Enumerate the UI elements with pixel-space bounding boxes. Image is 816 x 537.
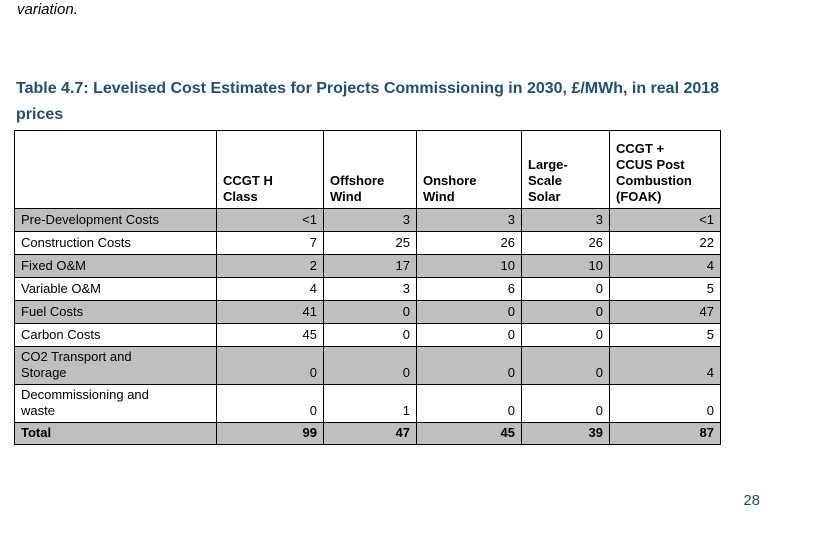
value-cell: 0: [609, 384, 721, 423]
row-label: Fuel Costs: [14, 300, 217, 324]
value-cell: 10: [521, 254, 610, 278]
table-row-fuel: Fuel Costs 41 0 0 0 47: [14, 300, 721, 324]
row-label: Construction Costs: [14, 231, 217, 255]
value-cell: 22: [609, 231, 721, 255]
value-cell: 3: [323, 208, 417, 232]
table-row-co2-transport-storage: CO2 Transport and Storage 0 0 0 0 4: [14, 346, 721, 385]
value-cell: 0: [521, 346, 610, 385]
header-ccgt-ccus: CCGT + CCUS Post Combustion (FOAK): [609, 130, 721, 209]
table-row-pre-development: Pre-Development Costs <1 3 3 3 <1: [14, 208, 721, 232]
body-text-fragment: variation.: [17, 1, 78, 18]
value-cell: 5: [609, 277, 721, 301]
header-ccgt-h-class: CCGT H Class: [216, 130, 324, 209]
row-label: CO2 Transport and Storage: [14, 346, 217, 385]
value-cell: 26: [521, 231, 610, 255]
value-cell: 45: [216, 323, 324, 347]
value-cell: 7: [216, 231, 324, 255]
value-cell: 26: [416, 231, 522, 255]
value-cell: 6: [416, 277, 522, 301]
header-empty-cell: [14, 130, 217, 209]
header-large-scale-solar: Large-Scale Solar: [521, 130, 610, 209]
value-cell: 4: [609, 346, 721, 385]
value-cell: 0: [416, 384, 522, 423]
table-header-row: CCGT H Class Offshore Wind Onshore Wind …: [14, 130, 721, 209]
page-number: 28: [743, 492, 760, 509]
value-cell: 0: [416, 323, 522, 347]
value-cell: 45: [416, 422, 522, 445]
value-cell: 4: [216, 277, 324, 301]
value-cell: 1: [323, 384, 417, 423]
value-cell: 87: [609, 422, 721, 445]
header-offshore-wind: Offshore Wind: [323, 130, 417, 209]
row-label: Variable O&M: [14, 277, 217, 301]
value-cell: 0: [521, 277, 610, 301]
table-row-fixed-om: Fixed O&M 2 17 10 10 4: [14, 254, 721, 278]
table-row-carbon: Carbon Costs 45 0 0 0 5: [14, 323, 721, 347]
value-cell: 3: [416, 208, 522, 232]
value-cell: 41: [216, 300, 324, 324]
row-label: Pre-Development Costs: [14, 208, 217, 232]
value-cell: 0: [521, 384, 610, 423]
value-cell: 39: [521, 422, 610, 445]
row-label: Decommissioning and waste: [14, 384, 217, 423]
value-cell: 0: [521, 300, 610, 324]
value-cell: 0: [521, 323, 610, 347]
value-cell: 0: [416, 300, 522, 324]
value-cell: 10: [416, 254, 522, 278]
value-cell: 3: [521, 208, 610, 232]
levelised-cost-table: CCGT H Class Offshore Wind Onshore Wind …: [14, 130, 721, 445]
value-cell: 0: [323, 300, 417, 324]
value-cell: 47: [609, 300, 721, 324]
value-cell: 47: [323, 422, 417, 445]
table-row-decommissioning: Decommissioning and waste 0 1 0 0 0: [14, 384, 721, 423]
table-caption: Table 4.7: Levelised Cost Estimates for …: [16, 80, 720, 123]
value-cell: 0: [323, 346, 417, 385]
value-cell: 25: [323, 231, 417, 255]
row-label: Total: [14, 422, 217, 445]
value-cell: 3: [323, 277, 417, 301]
value-cell: 0: [416, 346, 522, 385]
row-label: Fixed O&M: [14, 254, 217, 278]
value-cell: 0: [216, 384, 324, 423]
row-label: Carbon Costs: [14, 323, 217, 347]
table-row-total: Total 99 47 45 39 87: [14, 422, 721, 445]
header-onshore-wind: Onshore Wind: [416, 130, 522, 209]
table-row-construction: Construction Costs 7 25 26 26 22: [14, 231, 721, 255]
value-cell: 17: [323, 254, 417, 278]
value-cell: 5: [609, 323, 721, 347]
value-cell: 99: [216, 422, 324, 445]
value-cell: <1: [609, 208, 721, 232]
value-cell: 0: [323, 323, 417, 347]
table-row-variable-om: Variable O&M 4 3 6 0 5: [14, 277, 721, 301]
value-cell: 0: [216, 346, 324, 385]
value-cell: 4: [609, 254, 721, 278]
value-cell: 2: [216, 254, 324, 278]
value-cell: <1: [216, 208, 324, 232]
